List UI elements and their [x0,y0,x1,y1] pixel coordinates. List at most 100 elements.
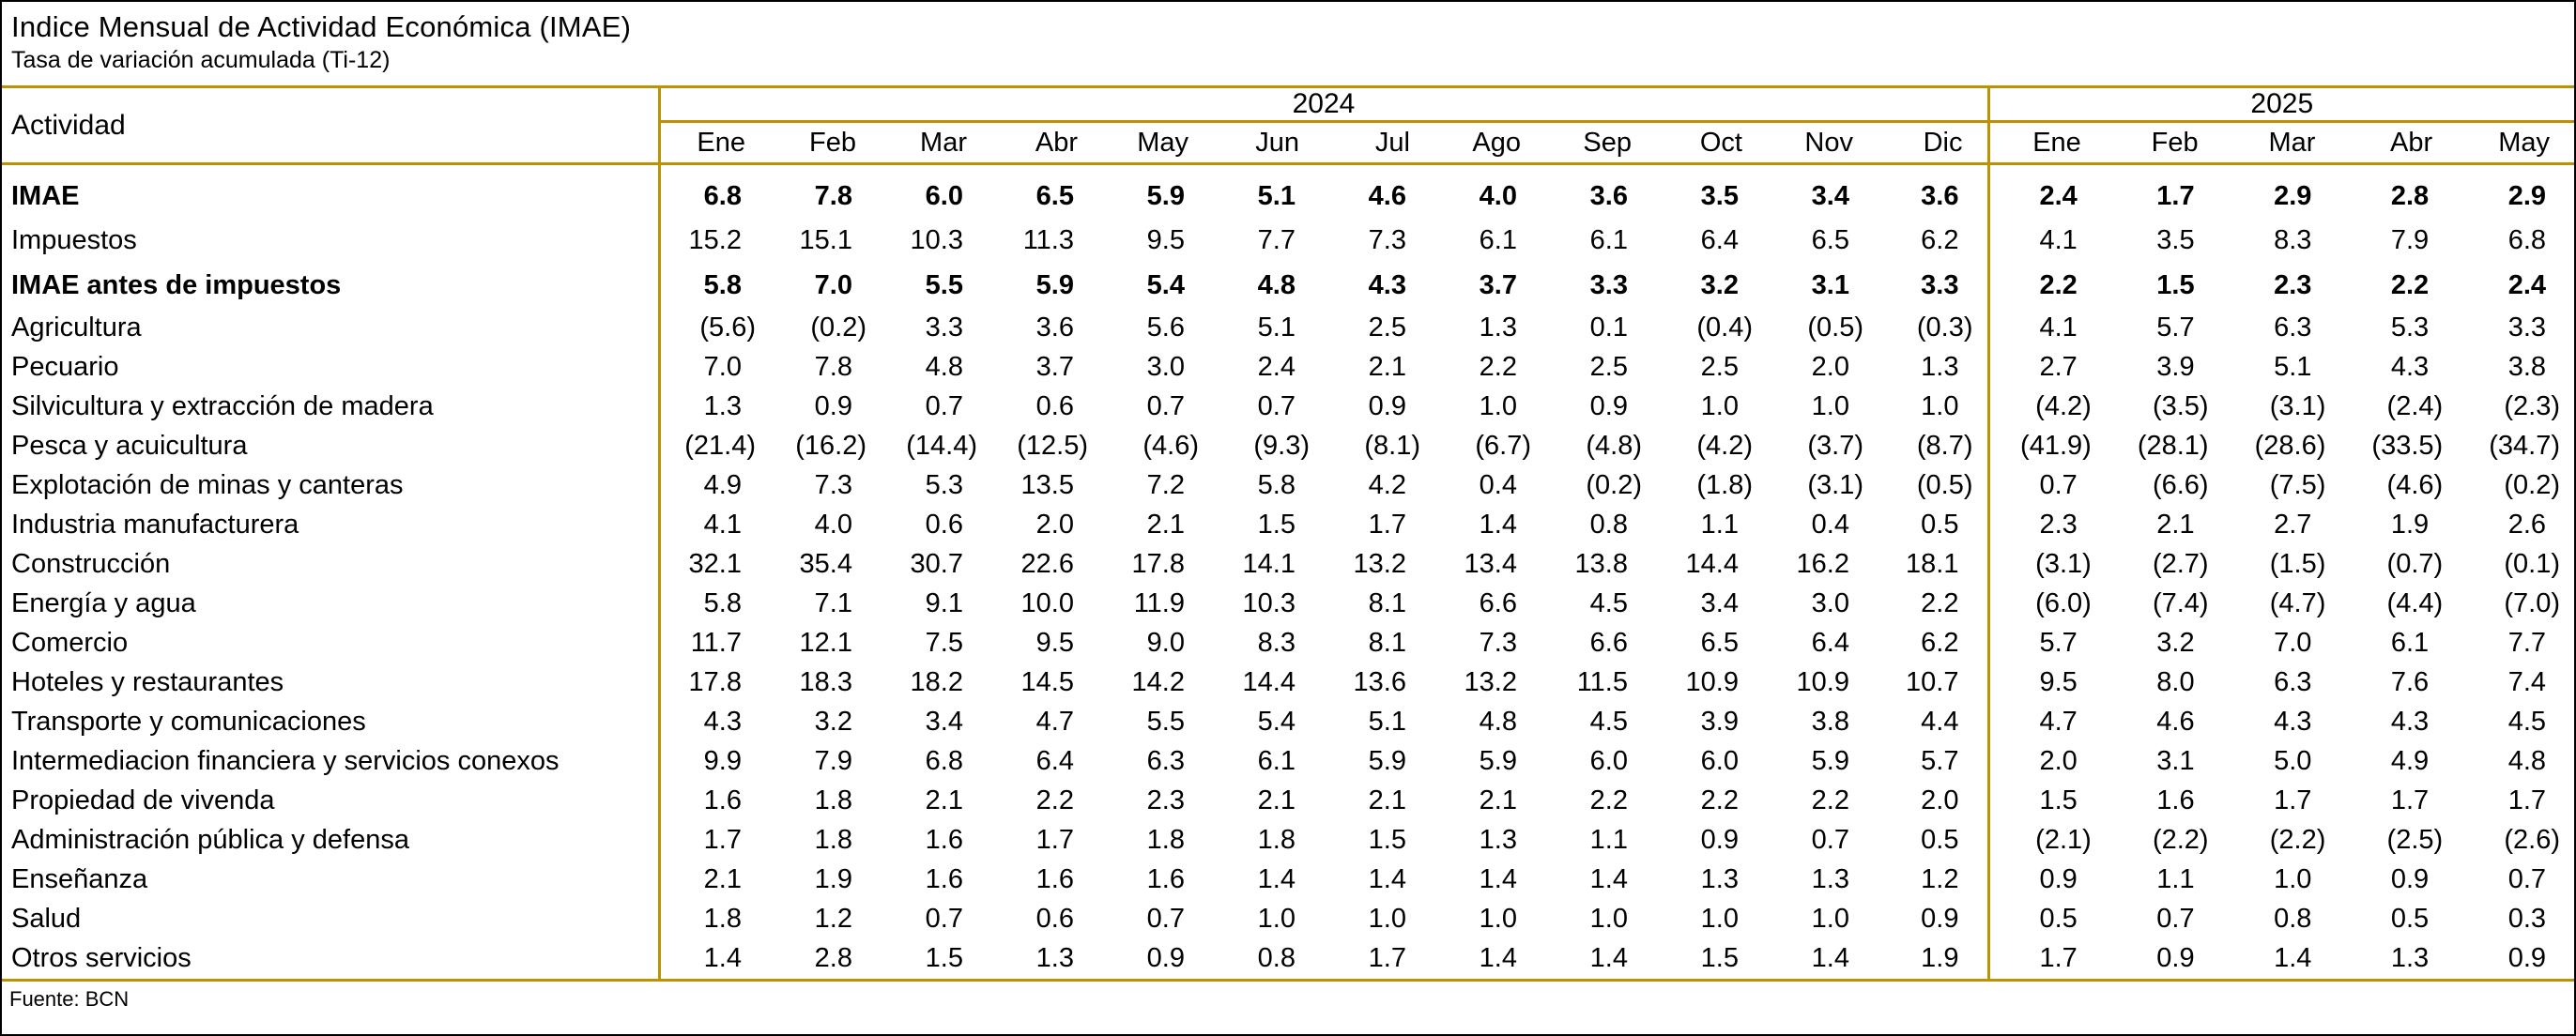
data-cell: 11.9 [1133,588,1185,618]
data-cell: 3.6 [1035,312,1074,343]
data-cell: 0.5 [1921,825,1959,855]
data-cell: 6.5 [1035,180,1074,211]
data-cell: 1.0 [1811,904,1849,934]
data-cell: 2.7 [1986,347,2106,388]
month-header-2025-mar: Mar [2222,121,2340,165]
row-label: Salud [2,899,661,939]
data-cell: (4.6) [2386,470,2444,500]
data-cell: 13.2 [1464,667,1517,697]
month-header-2024-mar: Mar [881,121,991,165]
data-cell: 1.0 [1589,904,1628,934]
data-cell: 0.7 [1986,465,2106,506]
data-cell: 2.5 [1700,352,1739,382]
data-cell: 4.7 [1986,702,2106,742]
data-cell: 7.1 [814,588,852,618]
table-row: Otros servicios 1.4 2.8 1.5 1.3 0.9 0.8 1.7 1.4 1… [2,938,2574,979]
data-cell: 1.4 [1811,943,1849,973]
data-cell: 1.1 [1589,825,1628,855]
row-label: Energía y agua [2,584,661,624]
data-cell: 17.8 [688,667,742,697]
data-cell: 1.6 [925,864,963,894]
data-cell: 1.7 [1035,825,1074,855]
data-cell: 7.8 [814,180,852,211]
data-cell: 1.6 [925,825,963,855]
data-cell: 1.3 [1921,352,1959,382]
table-row: Industria manufacturera 4.1 4.0 0.6 2.0 2.1 1.… [2,505,2574,545]
data-cell: 9.5 [1146,225,1185,255]
data-cell: 7.3 [814,470,852,500]
row-label: Administración pública y defensa [2,820,661,861]
data-cell: 5.6 [1146,312,1185,343]
data-cell: 1.4 [1479,510,1517,540]
data-cell: 0.7 [1257,391,1296,421]
data-cell: (4.7) [2269,588,2326,618]
data-cell: 1.3 [703,391,742,421]
data-cell: 14.1 [1242,549,1296,579]
data-cell: 2.1 [703,864,742,894]
data-cell: 6.4 [1700,225,1739,255]
data-cell: 5.5 [925,270,963,300]
data-cell: 14.4 [1242,667,1296,697]
data-cell: 0.7 [1146,391,1185,421]
data-cell: 16.2 [1796,549,1849,579]
data-cell: (1.5) [2269,549,2326,579]
data-cell: 15.2 [688,225,742,255]
data-cell: 3.2 [814,707,852,737]
data-cell: 5.8 [1257,470,1296,500]
data-cell: 4.6 [2156,707,2195,737]
data-cell: 2.2 [1986,263,2106,309]
data-cell: (0.3) [1916,312,1973,343]
data-cell: (33.5) [2371,431,2444,461]
data-cell: 2.0 [1811,352,1849,382]
data-cell: 1.3 [1479,825,1517,855]
data-cell: 1.4 [1368,864,1406,894]
data-cell: 1.5 [1700,943,1739,973]
data-cell: 1.8 [1257,825,1296,855]
table-body: IMAE 6.8 7.8 6.0 6.5 5.9 5.1 4.6 4.0 3.6 3.5 3.4 3.6… [2,163,2574,979]
data-cell: 2.4 [2507,270,2547,300]
data-cell: 10.9 [1796,667,1849,697]
data-cell: 0.9 [2390,864,2430,894]
data-cell: 5.1 [2274,352,2312,382]
data-cell: 35.4 [799,549,852,579]
data-cell: 5.4 [1257,707,1296,737]
data-cell: 4.8 [1479,707,1517,737]
source-note: Fuente: BCN [9,986,130,1011]
data-cell: 1.4 [1479,864,1517,894]
data-cell: 0.6 [1035,391,1074,421]
data-cell: (3.1) [1986,544,2106,585]
data-cell: 1.7 [1368,510,1406,540]
data-cell: 1.0 [1257,904,1296,934]
month-header-2025-ene: Ene [1986,121,2106,165]
data-cell: 1.0 [1700,391,1739,421]
data-cell: 15.1 [799,225,852,255]
data-cell: 0.7 [2156,904,2195,934]
data-cell: 4.3 [1368,270,1406,300]
data-cell: (2.2) [2152,825,2209,855]
data-cell: 12.1 [799,628,852,658]
data-cell: 1.2 [814,904,852,934]
data-cell: 10.0 [1020,588,1074,618]
data-cell: 1.4 [1257,864,1296,894]
data-cell: 3.6 [1589,180,1628,211]
table-header: Actividad 2024 2025 Ene Feb Mar Abr May Jun Ju… [2,88,2574,165]
data-cell: 11.7 [690,628,742,658]
data-cell: 2.1 [2156,510,2195,540]
year-header-2024: 2024 [659,88,1988,123]
data-cell: (4.4) [2386,588,2444,618]
data-cell: 1.0 [1479,391,1517,421]
data-cell: 7.2 [1146,470,1185,500]
data-cell: 3.3 [1589,270,1628,300]
data-cell: 1.8 [814,825,852,855]
data-cell: 1.8 [1146,825,1185,855]
month-header-2024-nov: Nov [1767,121,1878,165]
data-cell: 2.8 [2390,180,2430,211]
data-cell: (6.7) [1475,431,1531,461]
data-cell: 7.7 [2507,628,2547,658]
data-cell: 2.4 [1986,163,2106,219]
month-header-2025-feb: Feb [2105,121,2223,165]
data-cell: 18.3 [799,667,852,697]
data-cell: 1.7 [1368,943,1406,973]
data-cell: 1.0 [1811,391,1849,421]
page-title: Indice Mensual de Actividad Económica (I… [11,10,632,43]
